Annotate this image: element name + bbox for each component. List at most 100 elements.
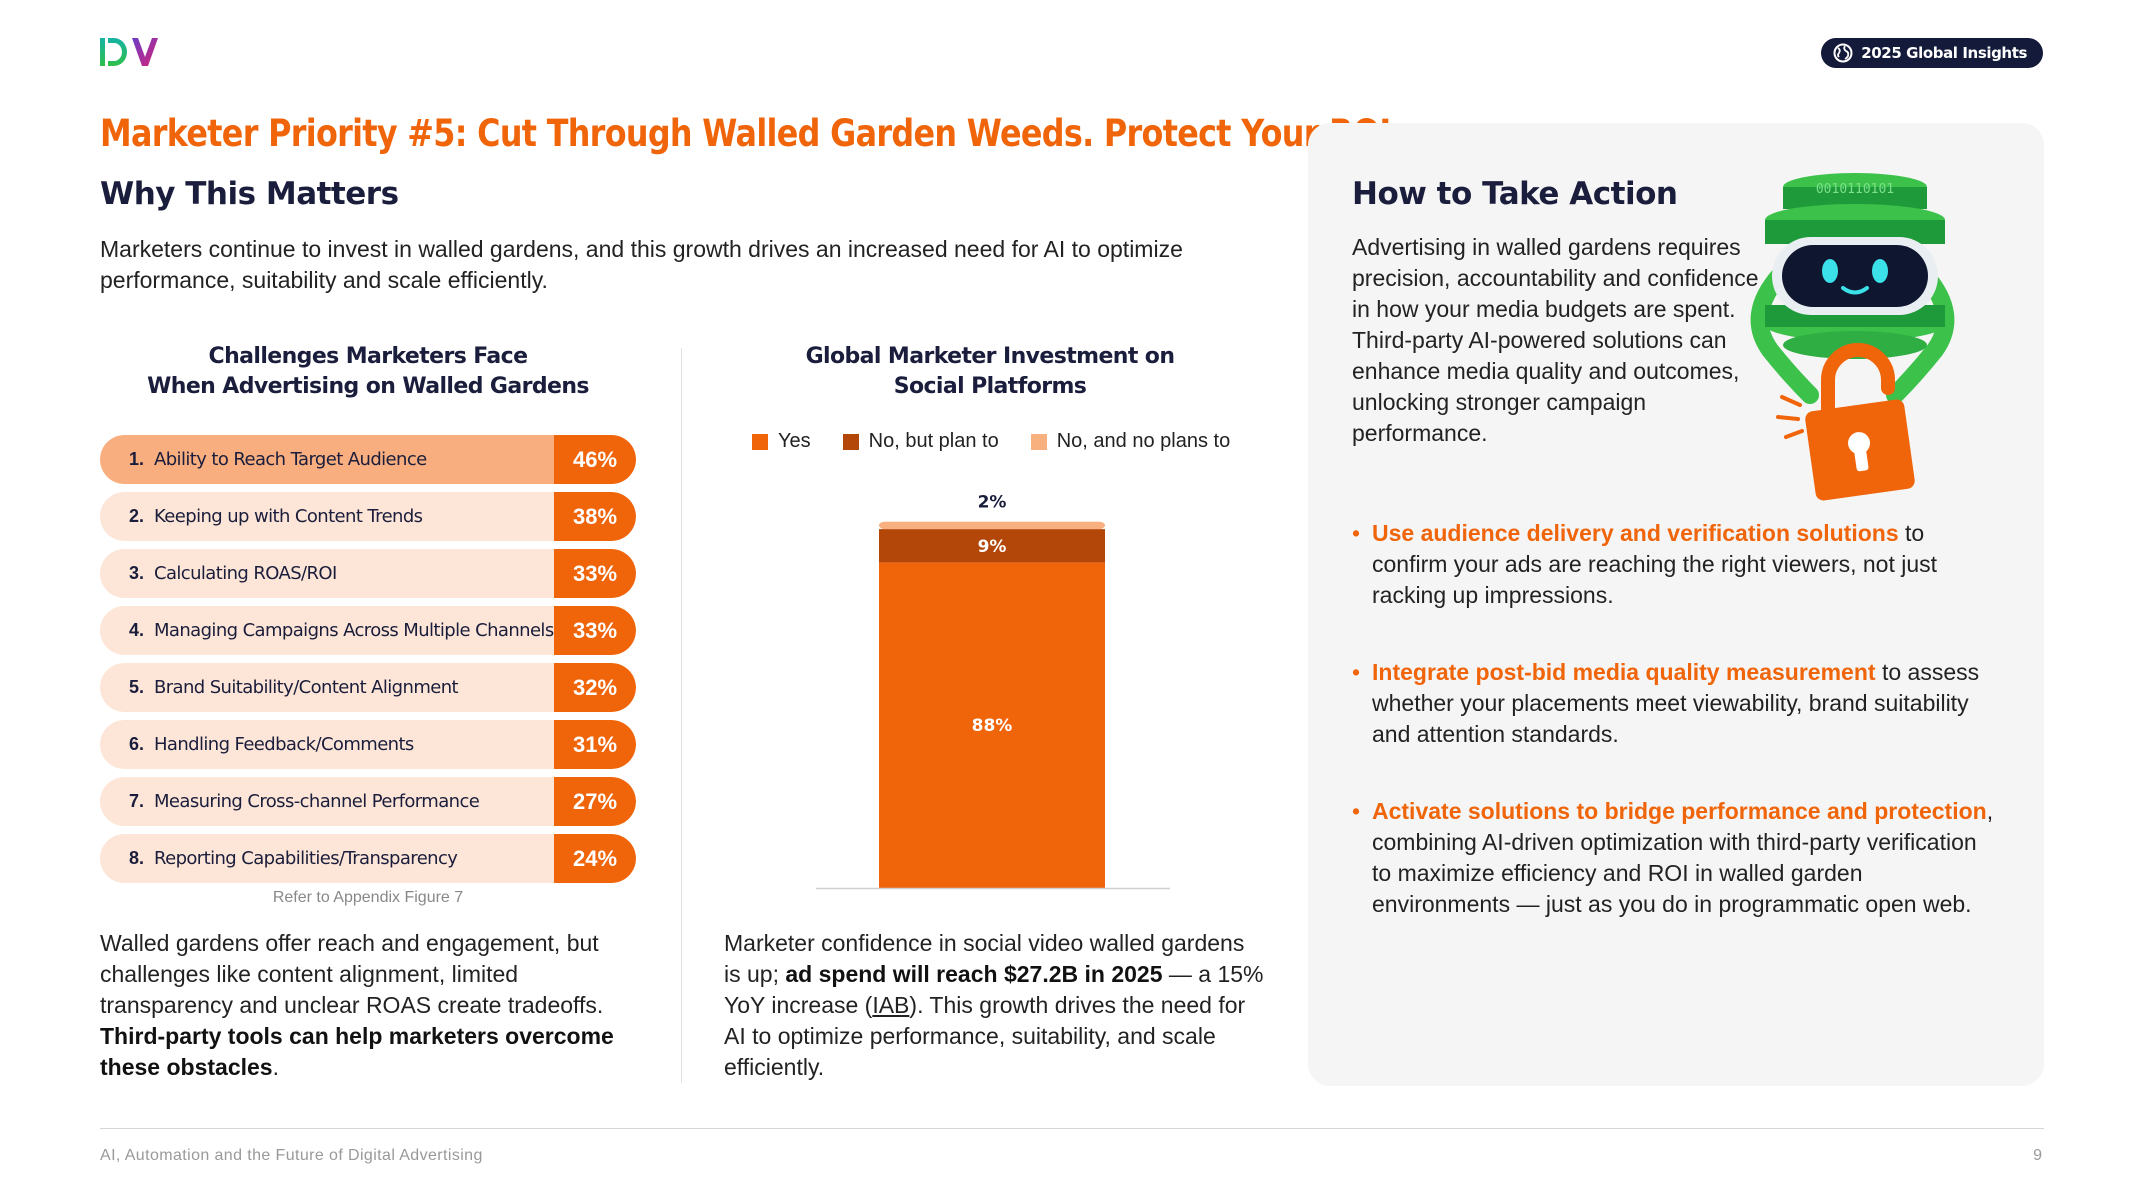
robot-left-eye: [1822, 259, 1838, 283]
challenges-title-line2: When Advertising on Walled Gardens: [147, 374, 589, 399]
bullet-highlight: Use audience delivery and verification s…: [1372, 520, 1899, 546]
dv-logo[interactable]: [99, 36, 159, 68]
challenge-label: Brand Suitability/Content Alignment: [154, 677, 459, 698]
robot-coin-1: [1783, 187, 1927, 209]
challenge-row-8: 8. Reporting Capabilities/Transparency 2…: [100, 834, 636, 883]
appendix-reference: Refer to Appendix Figure 7: [272, 889, 464, 906]
global-insights-badge: 2025 Global Insights: [1821, 38, 2043, 68]
challenge-label: Reporting Capabilities/Transparency: [154, 848, 458, 869]
legend-swatch: [752, 433, 768, 450]
bar-segment-no-and-no-plans-to: [879, 521, 1105, 530]
investment-chart-title: Global Marketer Investment on Social Pla…: [760, 342, 1220, 402]
investment-stacked-bar-chart: 88% 9% 2%: [816, 493, 1170, 890]
challenges-summary-end: .: [272, 1054, 279, 1080]
data-label-yes: 88%: [972, 716, 1013, 736]
legend-label: Yes: [778, 430, 811, 452]
robot-right-arm: [1886, 266, 1955, 404]
footer-divider: [100, 1128, 2044, 1129]
bar-segment-no-but-plan-to: [879, 529, 1105, 563]
why-intro: Marketers continue to invest in walled g…: [100, 236, 1183, 293]
lock-keyhole-slot: [1854, 446, 1869, 472]
why-heading: Why This Matters: [100, 176, 399, 212]
challenge-pct: 33%: [554, 606, 636, 655]
challenge-label: Ability to Reach Target Audience: [154, 449, 427, 470]
action-heading: How to Take Action: [1352, 176, 1678, 212]
challenges-title: Challenges Marketers Face When Advertisi…: [100, 342, 636, 402]
challenge-rank: 5.: [128, 677, 144, 697]
challenge-rank: 8.: [128, 848, 144, 868]
challenge-label: Calculating ROAS/ROI: [154, 563, 337, 584]
challenge-label: Keeping up with Content Trends: [154, 506, 423, 527]
legend-label: No, but plan to: [868, 430, 999, 452]
challenge-pct: 32%: [554, 663, 636, 712]
legend-swatch: [842, 433, 859, 450]
challenge-row-4: 4. Managing Campaigns Across Multiple Ch…: [100, 606, 636, 655]
lock-spark-lines: [1776, 395, 1804, 439]
challenge-label: Managing Campaigns Across Multiple Chann…: [154, 620, 554, 641]
challenge-row-1: 1. Ability to Reach Target Audience 46%: [100, 435, 636, 484]
challenge-label: Measuring Cross-channel Performance: [154, 791, 480, 812]
challenge-row-3: 3. Calculating ROAS/ROI 33%: [100, 549, 636, 598]
lock-icon: [1805, 399, 1915, 501]
robot-illustration: 0010110101: [1750, 173, 1955, 501]
challenge-rank: 2.: [128, 506, 144, 526]
bullet-text: to confirm your ads are reaching the rig…: [1372, 520, 1938, 608]
challenges-summary-bold: Third-party tools can help marketers ove…: [100, 1023, 614, 1080]
investment-text-a: Marketer confidence in social video wall…: [724, 930, 1245, 987]
investment-text-c: ). This growth drives the need for AI to…: [724, 992, 1246, 1080]
action-bullet-1: Use audience delivery and verification s…: [1352, 518, 2002, 611]
challenge-rank: 3.: [128, 563, 144, 583]
data-label-no-and-no-plans-to: 2%: [978, 493, 1007, 513]
challenge-label: Handling Feedback/Comments: [154, 734, 414, 755]
bullet-highlight: Integrate post-bid media quality measure…: [1372, 659, 1876, 685]
challenge-row-6: 6. Handling Feedback/Comments 31%: [100, 720, 636, 769]
legend-swatch: [1030, 433, 1047, 450]
globe-icon: [1833, 43, 1853, 63]
legend-item-yes: Yes: [752, 430, 811, 453]
investment-text-bold: ad spend will reach $27.2B in 2025: [785, 961, 1163, 987]
lock-shackle: [1821, 343, 1895, 422]
robot-left-arm: [1750, 266, 1819, 404]
challenge-pct: 24%: [554, 834, 636, 883]
robot-right-eye: [1872, 259, 1888, 283]
investment-title-line2: Social Platforms: [893, 374, 1087, 399]
page-title: Marketer Priority #5: Cut Through Walled…: [100, 112, 1403, 155]
page-number: 9: [2033, 1147, 2042, 1164]
challenges-title-line1: Challenges Marketers Face: [208, 344, 528, 369]
robot-binary-text: 0010110101: [1816, 182, 1894, 197]
challenge-pct: 33%: [554, 549, 636, 598]
legend-item-no-plans: No, and no plans to: [1030, 430, 1231, 453]
challenge-pct: 38%: [554, 492, 636, 541]
badge-label: 2025 Global Insights: [1861, 44, 2027, 62]
data-label-no-but-plan-to: 9%: [978, 537, 1007, 557]
robot-smile: [1841, 286, 1869, 295]
challenge-pct: 31%: [554, 720, 636, 769]
chart-legend: Yes No, but plan to No, and no plans to: [752, 430, 1230, 453]
column-divider: [681, 348, 682, 1083]
challenge-rank: 4.: [128, 620, 144, 640]
legend-label: No, and no plans to: [1056, 430, 1231, 452]
challenges-summary-plain: Walled gardens offer reach and engagemen…: [100, 930, 604, 1018]
investment-summary: Marketer confidence in social video wall…: [724, 928, 1264, 1083]
robot-visor: [1782, 245, 1928, 307]
challenge-row-2: 2. Keeping up with Content Trends 38%: [100, 492, 636, 541]
bullet-text: , combining AI-driven optimization with …: [1372, 798, 1994, 917]
challenge-row-7: 7. Measuring Cross-channel Performance 2…: [100, 777, 636, 826]
challenge-rank: 6.: [128, 734, 144, 754]
challenge-rank: 1.: [128, 449, 144, 469]
challenge-row-5: 5. Brand Suitability/Content Alignment 3…: [100, 663, 636, 712]
action-bullet-2: Integrate post-bid media quality measure…: [1352, 657, 2002, 750]
challenge-pct: 27%: [554, 777, 636, 826]
legend-item-plan: No, but plan to: [842, 430, 999, 453]
challenge-rank: 7.: [128, 791, 144, 811]
bar-segment-yes: [879, 562, 1105, 888]
investment-text-b: — a 15% YoY increase (: [724, 961, 1264, 1018]
action-intro: Advertising in walled gardens requires p…: [1352, 234, 1759, 446]
footer-text: AI, Automation and the Future of Digital…: [100, 1147, 483, 1164]
bullet-text: to assess whether your placements meet v…: [1372, 659, 1980, 747]
investment-title-line1: Global Marketer Investment on: [805, 344, 1175, 369]
challenges-summary: Walled gardens offer reach and engagemen…: [100, 928, 640, 1083]
iab-link[interactable]: IAB: [872, 992, 910, 1018]
challenges-list: 1. Ability to Reach Target Audience 46% …: [100, 435, 636, 891]
challenge-pct: 46%: [554, 435, 636, 484]
